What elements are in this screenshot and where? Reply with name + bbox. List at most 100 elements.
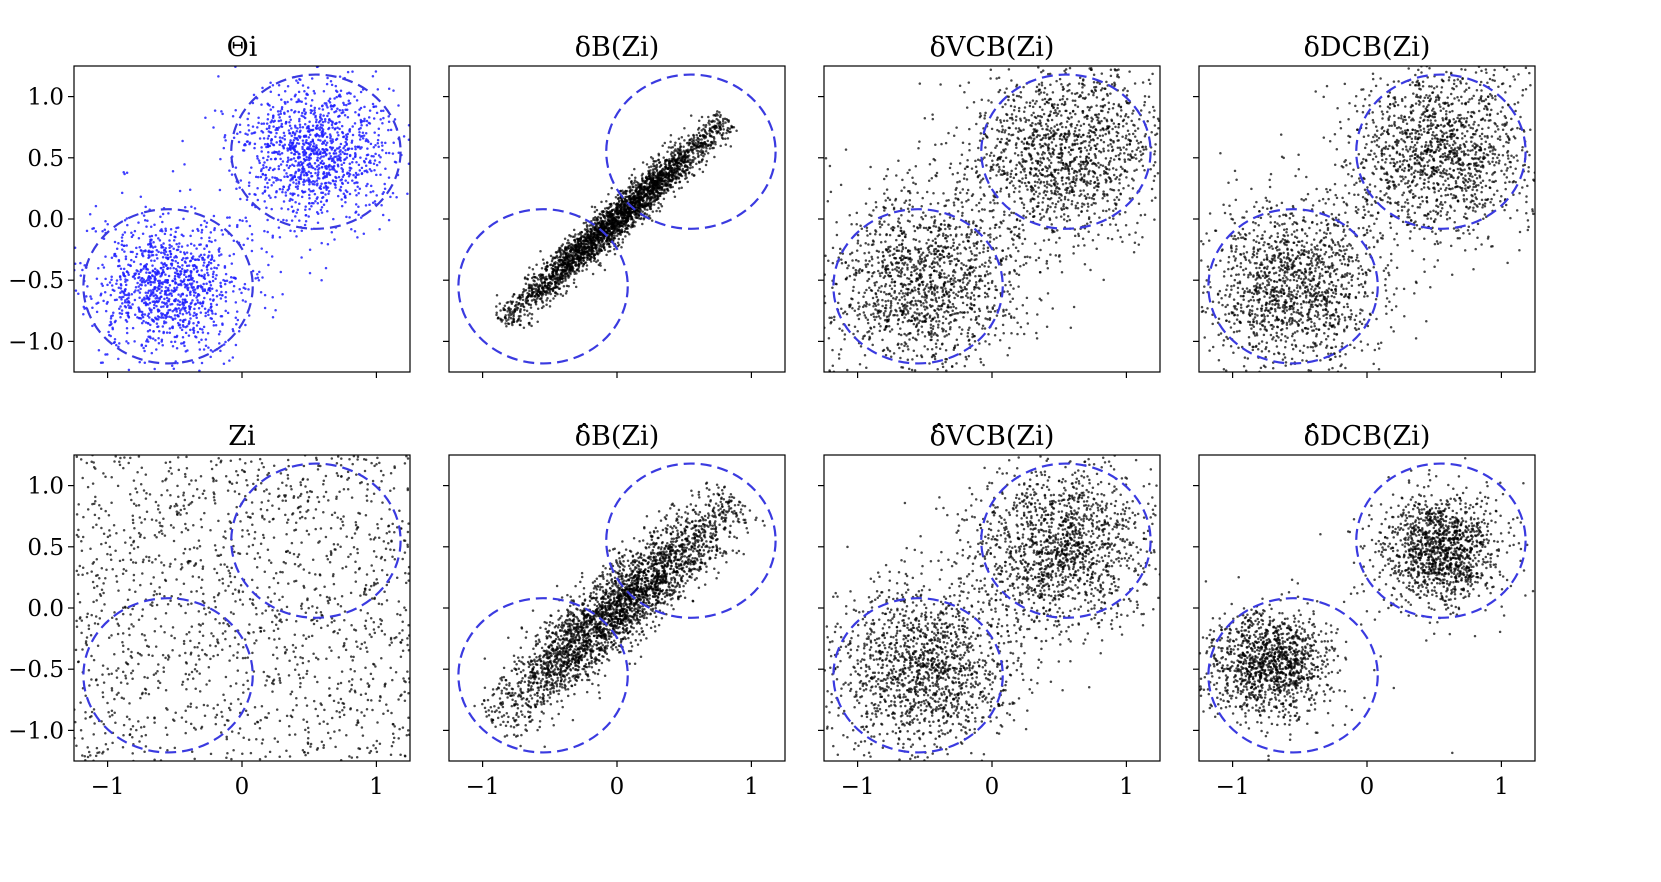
data-point bbox=[217, 332, 221, 336]
data-point bbox=[676, 147, 680, 151]
data-point bbox=[533, 276, 537, 279]
data-point bbox=[85, 229, 89, 233]
data-point bbox=[525, 309, 529, 313]
data-point bbox=[203, 258, 206, 261]
data-point bbox=[312, 142, 316, 145]
data-point bbox=[153, 286, 157, 289]
data-point bbox=[378, 161, 381, 164]
data-point bbox=[257, 121, 260, 125]
data-point bbox=[150, 351, 154, 355]
data-point bbox=[106, 283, 109, 287]
data-point bbox=[351, 70, 354, 73]
data-point bbox=[91, 324, 94, 328]
data-point bbox=[535, 297, 539, 300]
data-point bbox=[319, 208, 323, 212]
data-point bbox=[188, 274, 191, 278]
data-point bbox=[345, 156, 349, 159]
data-point bbox=[156, 257, 159, 260]
data-point bbox=[329, 136, 332, 140]
data-point bbox=[196, 301, 200, 304]
data-point bbox=[524, 282, 528, 286]
data-point bbox=[612, 208, 616, 211]
data-point bbox=[512, 311, 516, 314]
reference-circle-1 bbox=[82, 208, 254, 365]
data-point bbox=[365, 169, 368, 172]
data-point bbox=[561, 294, 565, 297]
data-point bbox=[713, 155, 716, 159]
data-point bbox=[372, 155, 375, 158]
data-point bbox=[302, 161, 305, 164]
data-point bbox=[316, 168, 320, 171]
data-point bbox=[557, 258, 561, 262]
data-point bbox=[195, 280, 199, 284]
data-point bbox=[320, 206, 324, 209]
data-point bbox=[143, 280, 146, 284]
data-point bbox=[208, 239, 211, 243]
data-point bbox=[591, 272, 595, 276]
data-point bbox=[539, 274, 543, 278]
data-point bbox=[268, 178, 271, 182]
data-point bbox=[291, 131, 295, 134]
data-point bbox=[559, 247, 562, 250]
data-point bbox=[156, 286, 159, 289]
data-point bbox=[310, 149, 313, 152]
data-point bbox=[281, 188, 284, 191]
data-point bbox=[148, 271, 152, 275]
data-point bbox=[608, 202, 612, 206]
data-point bbox=[726, 129, 730, 133]
data-point bbox=[224, 299, 228, 303]
data-point bbox=[260, 122, 263, 125]
data-point bbox=[340, 124, 344, 128]
data-point bbox=[159, 291, 162, 295]
data-point bbox=[188, 307, 192, 310]
data-point bbox=[558, 275, 561, 278]
data-point bbox=[383, 182, 386, 186]
data-point bbox=[507, 318, 510, 321]
data-point bbox=[677, 137, 681, 140]
data-point bbox=[260, 103, 263, 106]
data-point bbox=[134, 289, 137, 292]
data-point bbox=[691, 145, 694, 148]
data-point bbox=[345, 215, 348, 219]
data-point bbox=[347, 174, 351, 178]
data-point bbox=[527, 273, 530, 277]
data-point bbox=[284, 120, 288, 124]
data-point bbox=[145, 294, 148, 298]
data-point bbox=[181, 298, 185, 301]
data-point bbox=[178, 311, 182, 315]
data-point bbox=[147, 256, 150, 260]
data-point bbox=[234, 301, 238, 304]
data-point bbox=[288, 164, 292, 168]
data-point bbox=[691, 148, 695, 152]
data-point bbox=[374, 105, 378, 108]
data-point bbox=[572, 251, 575, 255]
data-point bbox=[350, 228, 353, 231]
data-point bbox=[289, 179, 292, 182]
data-point bbox=[531, 268, 535, 271]
data-point bbox=[171, 259, 175, 262]
data-point bbox=[101, 263, 104, 267]
data-point bbox=[574, 233, 577, 236]
data-point bbox=[550, 267, 553, 270]
data-point bbox=[157, 342, 161, 345]
data-point bbox=[309, 104, 313, 107]
data-point bbox=[307, 165, 311, 169]
data-point bbox=[143, 349, 146, 353]
data-point bbox=[290, 151, 293, 155]
data-point bbox=[300, 171, 303, 174]
data-point bbox=[579, 254, 582, 257]
data-point bbox=[313, 106, 317, 110]
data-point bbox=[334, 127, 337, 130]
data-point bbox=[295, 182, 298, 185]
data-point bbox=[654, 159, 658, 163]
data-point bbox=[495, 311, 498, 314]
data-point bbox=[307, 188, 311, 191]
data-point bbox=[566, 241, 569, 245]
data-point bbox=[498, 302, 502, 305]
data-point bbox=[590, 205, 594, 209]
data-point bbox=[237, 140, 241, 144]
data-point bbox=[586, 256, 590, 260]
data-point bbox=[151, 337, 155, 340]
data-point bbox=[168, 327, 172, 330]
data-point bbox=[156, 325, 159, 329]
